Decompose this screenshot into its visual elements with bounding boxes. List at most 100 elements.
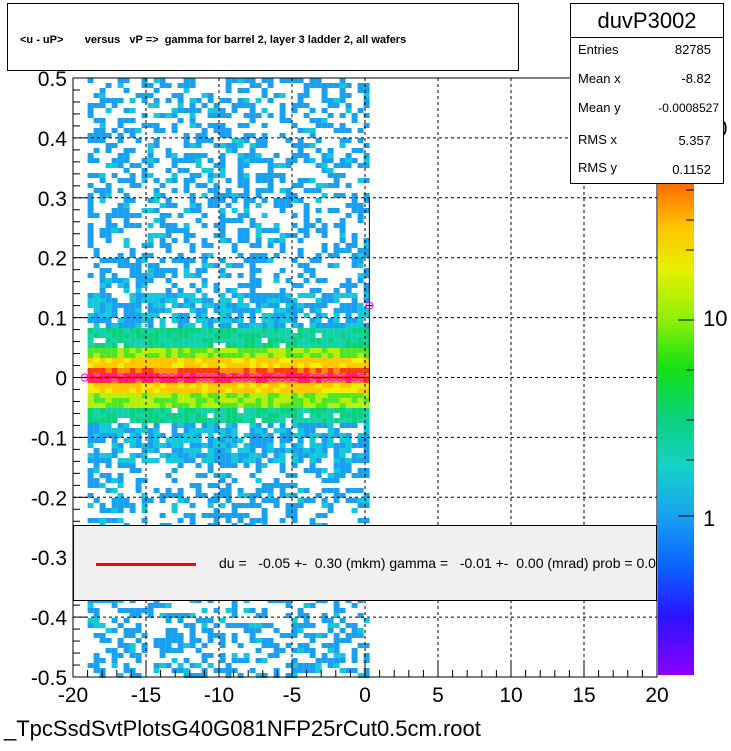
heatmap-cell [165,663,172,668]
heatmap-cell [159,388,166,393]
heatmap-cell [177,313,184,318]
heatmap-cell [231,343,238,348]
heatmap-cell [141,363,148,368]
heatmap-cell [243,208,250,213]
heatmap-cell [231,388,238,393]
heatmap-cell [309,303,316,308]
heatmap-cell [297,503,304,508]
heatmap-cell [273,653,280,658]
heatmap-cell [267,348,274,353]
heatmap-cell [177,418,184,423]
heatmap-cell [177,433,184,438]
heatmap-cell [153,103,160,108]
heatmap-cell [261,518,268,523]
heatmap-cell [87,663,94,668]
heatmap-cell [225,78,232,83]
heatmap-cell [117,283,124,288]
heatmap-cell [195,138,202,143]
heatmap-cell [363,493,370,498]
heatmap-cell [141,98,148,103]
heatmap-cell [105,268,112,273]
heatmap-cell [171,493,178,498]
heatmap-cell [183,328,190,333]
heatmap-cell [231,78,238,83]
heatmap-cell [111,503,118,508]
heatmap-cell [261,463,268,468]
heatmap-cell [123,78,130,83]
heatmap-cell [141,398,148,403]
heatmap-cell [195,183,202,188]
heatmap-cell [237,143,244,148]
heatmap-cell [129,508,136,513]
heatmap-cell [195,158,202,163]
heatmap-cell [207,398,214,403]
heatmap-cell [141,298,148,303]
heatmap-cell [147,448,154,453]
heatmap-cell [237,368,244,373]
heatmap-cell [105,348,112,353]
heatmap-cell [285,368,292,373]
heatmap-cell [249,223,256,228]
heatmap-cell [291,623,298,628]
heatmap-cell [189,448,196,453]
heatmap-cell [225,83,232,88]
heatmap-cell [207,423,214,428]
heatmap-cell [237,173,244,178]
heatmap-cell [357,438,364,443]
heatmap-cell [303,368,310,373]
heatmap-cell [123,243,130,248]
heatmap-cell [111,438,118,443]
heatmap-cell [225,323,232,328]
heatmap-cell [189,458,196,463]
heatmap-cell [141,448,148,453]
heatmap-cell [87,433,94,438]
heatmap-cell [309,433,316,438]
heatmap-cell [105,323,112,328]
heatmap-cell [105,318,112,323]
heatmap-cell [87,313,94,318]
heatmap-cell [339,608,346,613]
heatmap-cell [195,383,202,388]
heatmap-cell [165,308,172,313]
heatmap-cell [363,328,370,333]
heatmap-cell [285,333,292,338]
heatmap-cell [303,128,310,133]
heatmap-cell [219,193,226,198]
heatmap-cell [183,408,190,413]
heatmap-cell [171,338,178,343]
heatmap-cell [243,513,250,518]
heatmap-cell [279,428,286,433]
heatmap-cell [87,483,94,488]
heatmap-cell [147,428,154,433]
heatmap-cell [303,188,310,193]
heatmap-cell [225,368,232,373]
heatmap-cell [165,633,172,638]
heatmap-cell [159,238,166,243]
heatmap-cell [141,358,148,363]
heatmap-cell [267,238,274,243]
heatmap-cell [225,423,232,428]
heatmap-cell [333,358,340,363]
heatmap-cell [309,623,316,628]
heatmap-cell [105,428,112,433]
heatmap-cell [261,388,268,393]
heatmap-cell [105,278,112,283]
heatmap-cell [291,358,298,363]
heatmap-cell [213,483,220,488]
heatmap-cell [87,518,94,523]
heatmap-cell [321,358,328,363]
heatmap-cell [123,323,130,328]
heatmap-cell [99,348,106,353]
heatmap-cell [201,253,208,258]
heatmap-cell [255,253,262,258]
heatmap-cell [153,208,160,213]
heatmap-cell [129,353,136,358]
heatmap-cell [99,358,106,363]
heatmap-cell [219,313,226,318]
heatmap-cell [279,333,286,338]
heatmap-cell [213,353,220,358]
heatmap-cell [159,338,166,343]
heatmap-cell [219,98,226,103]
heatmap-cell [117,153,124,158]
heatmap-cell [315,148,322,153]
